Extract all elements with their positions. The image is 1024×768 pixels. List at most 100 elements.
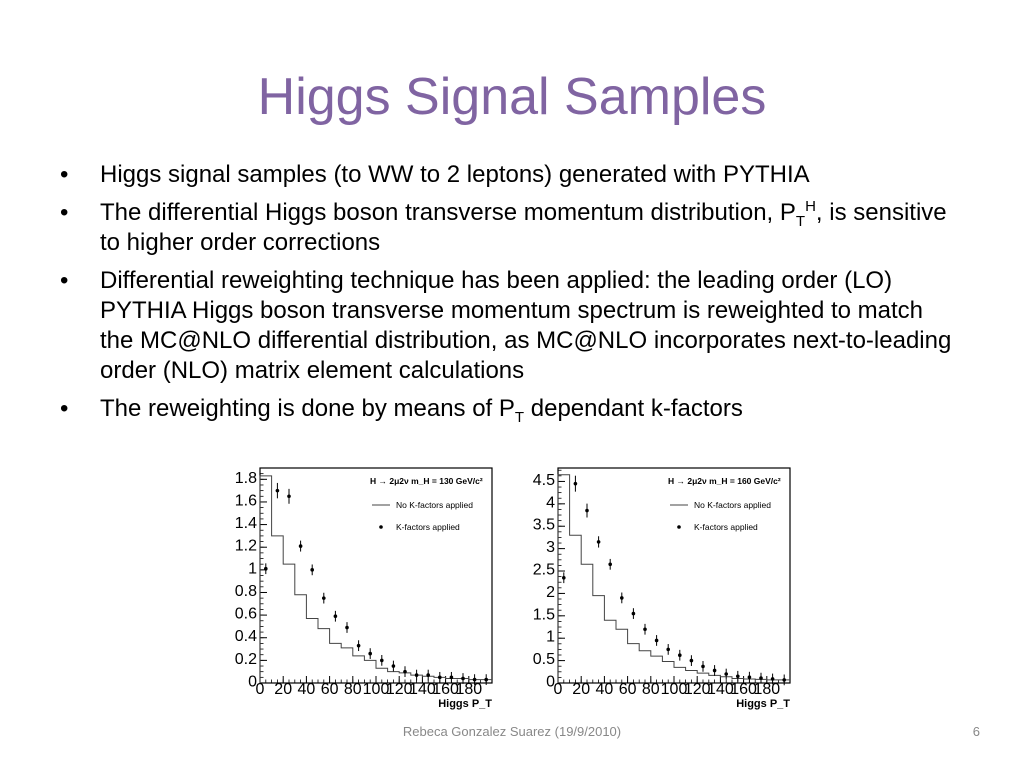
y-tick-label: 3.5 bbox=[533, 517, 555, 534]
legend: H → 2μ2ν m_H = 160 GeV/c² No K-factors ap… bbox=[668, 476, 781, 532]
x-tick-label: 160 bbox=[730, 681, 757, 698]
data-point bbox=[562, 575, 566, 580]
pt-plot-130-svg: 0 0.2 0.4 0.6 0.8 1 1.2 1.4 1.6 1.8 0 20 40 60 80 10012… bbox=[235, 467, 493, 710]
bullet-text: Differential reweighting technique has b… bbox=[100, 267, 952, 384]
bullet-dot-icon: • bbox=[60, 161, 69, 188]
y-tick-label: 0 bbox=[248, 674, 257, 691]
bullet-item: • The differential Higgs boson transvers… bbox=[60, 198, 960, 258]
x-tick-label: 80 bbox=[344, 681, 362, 698]
data-point bbox=[461, 676, 465, 681]
data-point bbox=[678, 653, 682, 658]
x-axis-label: Higgs P_T bbox=[438, 698, 492, 710]
series-line-no-kfactors bbox=[557, 474, 790, 683]
bullet-text-part: , is sensitive to higher order correctio… bbox=[100, 199, 947, 256]
x-tick-label: 160 bbox=[432, 681, 459, 698]
y-tick-label: 0.6 bbox=[235, 606, 257, 623]
bullet-list: • Higgs signal samples (to WW to 2 lepto… bbox=[60, 160, 960, 432]
bullet-text-part: dependant k-factors bbox=[524, 395, 743, 422]
y-tick-label: 0.5 bbox=[533, 651, 555, 668]
series-line-no-kfactors bbox=[259, 475, 492, 683]
data-point bbox=[782, 678, 786, 682]
y-tick-label: 1 bbox=[546, 629, 555, 646]
x-tick-label: 180 bbox=[753, 681, 780, 698]
data-point bbox=[620, 596, 624, 600]
data-point bbox=[608, 562, 612, 567]
bullet-item: • Differential reweighting technique has… bbox=[60, 266, 960, 386]
x-tick-label: 120 bbox=[386, 681, 413, 698]
data-point bbox=[380, 658, 384, 663]
x-tick-label: 60 bbox=[321, 681, 339, 698]
legend-point-swatch bbox=[677, 525, 681, 529]
data-point bbox=[414, 673, 419, 677]
data-point bbox=[573, 481, 578, 486]
y-tick-label: 1 bbox=[248, 560, 257, 577]
y-tick-label: 4 bbox=[546, 494, 555, 511]
pt-plot-160: 0 0.5 1 1.5 2 2.5 3 3.5 4 4.5 0 20 40 60 80 100 120 140 16… bbox=[528, 462, 791, 714]
x-tick-label: 80 bbox=[642, 681, 660, 698]
x-tick-label: 20 bbox=[274, 681, 292, 698]
bullet-dot-icon: • bbox=[60, 267, 69, 294]
data-point bbox=[322, 596, 326, 600]
data-point bbox=[596, 540, 601, 544]
data-point bbox=[654, 638, 659, 643]
data-point bbox=[356, 643, 361, 648]
data-point bbox=[298, 544, 303, 548]
plot-frame bbox=[557, 467, 791, 684]
y-tick-label: 1.4 bbox=[235, 515, 257, 532]
data-point bbox=[264, 566, 268, 571]
x-tick-label: 140 bbox=[707, 681, 734, 698]
data-point bbox=[689, 658, 694, 663]
y-tick-label: 3 bbox=[546, 539, 555, 556]
data-point bbox=[724, 672, 728, 676]
x-tick-label: 100 bbox=[661, 681, 688, 698]
x-tick-label: 180 bbox=[455, 681, 482, 698]
y-tick-label: 2.5 bbox=[533, 562, 555, 579]
y-tick-label: 2 bbox=[546, 584, 555, 601]
data-point bbox=[438, 675, 442, 680]
y-tick-label: 0.8 bbox=[235, 583, 257, 600]
page-number: 6 bbox=[972, 724, 980, 739]
data-point bbox=[712, 668, 717, 673]
pt-plot-130: 0 0.2 0.4 0.6 0.8 1 1.2 1.4 1.6 1.8 0 20 40 60 80 100 12… bbox=[230, 462, 493, 714]
x-axis-label: Higgs P_T bbox=[736, 698, 790, 710]
superscript: H bbox=[805, 198, 816, 215]
subscript: T bbox=[795, 212, 806, 230]
x-tick-label: 40 bbox=[298, 681, 316, 698]
x-tick-label: 60 bbox=[619, 681, 637, 698]
data-point bbox=[426, 673, 430, 677]
data-point bbox=[759, 676, 763, 680]
data-point bbox=[345, 625, 349, 630]
y-tick-label: 0 bbox=[546, 674, 555, 691]
legend-entry: K-factors applied bbox=[396, 522, 460, 532]
y-tick-label: 4.5 bbox=[533, 472, 555, 489]
data-point bbox=[403, 669, 407, 674]
x-tick-label: 0 bbox=[554, 681, 563, 698]
legend-title: H → 2μ2ν m_H = 160 GeV/c² bbox=[668, 476, 781, 486]
data-point bbox=[631, 611, 636, 616]
x-tick-label: 140 bbox=[409, 681, 436, 698]
data-point bbox=[275, 488, 280, 493]
bullet-dot-icon: • bbox=[60, 395, 69, 422]
x-tick-label: 40 bbox=[596, 681, 614, 698]
data-point bbox=[736, 674, 740, 679]
y-tick-label: 1.2 bbox=[235, 538, 257, 555]
bullet-text: Higgs signal samples (to WW to 2 leptons… bbox=[100, 161, 810, 188]
subscript: T bbox=[514, 408, 525, 426]
slide-title: Higgs Signal Samples bbox=[257, 68, 767, 126]
data-point bbox=[585, 508, 589, 513]
data-point bbox=[484, 677, 488, 682]
data-point bbox=[449, 675, 454, 680]
data-point bbox=[333, 614, 338, 619]
y-tick-label: 1.5 bbox=[533, 606, 555, 623]
x-tick-label: 120 bbox=[684, 681, 711, 698]
data-point bbox=[666, 647, 670, 652]
y-tick-label: 1.6 bbox=[235, 492, 257, 509]
plot-frame bbox=[259, 467, 493, 684]
bullet-item: • Higgs signal samples (to WW to 2 lepto… bbox=[60, 160, 960, 190]
legend-entry: No K-factors applied bbox=[396, 500, 473, 510]
y-tick-label: 1.8 bbox=[235, 470, 257, 487]
data-point bbox=[747, 675, 752, 679]
bullet-item: • The reweighting is done by means of PT… bbox=[60, 394, 960, 426]
legend-title: H → 2μ2ν m_H = 130 GeV/c² bbox=[370, 476, 483, 486]
bullet-text: The differential Higgs boson transverse … bbox=[100, 199, 947, 256]
